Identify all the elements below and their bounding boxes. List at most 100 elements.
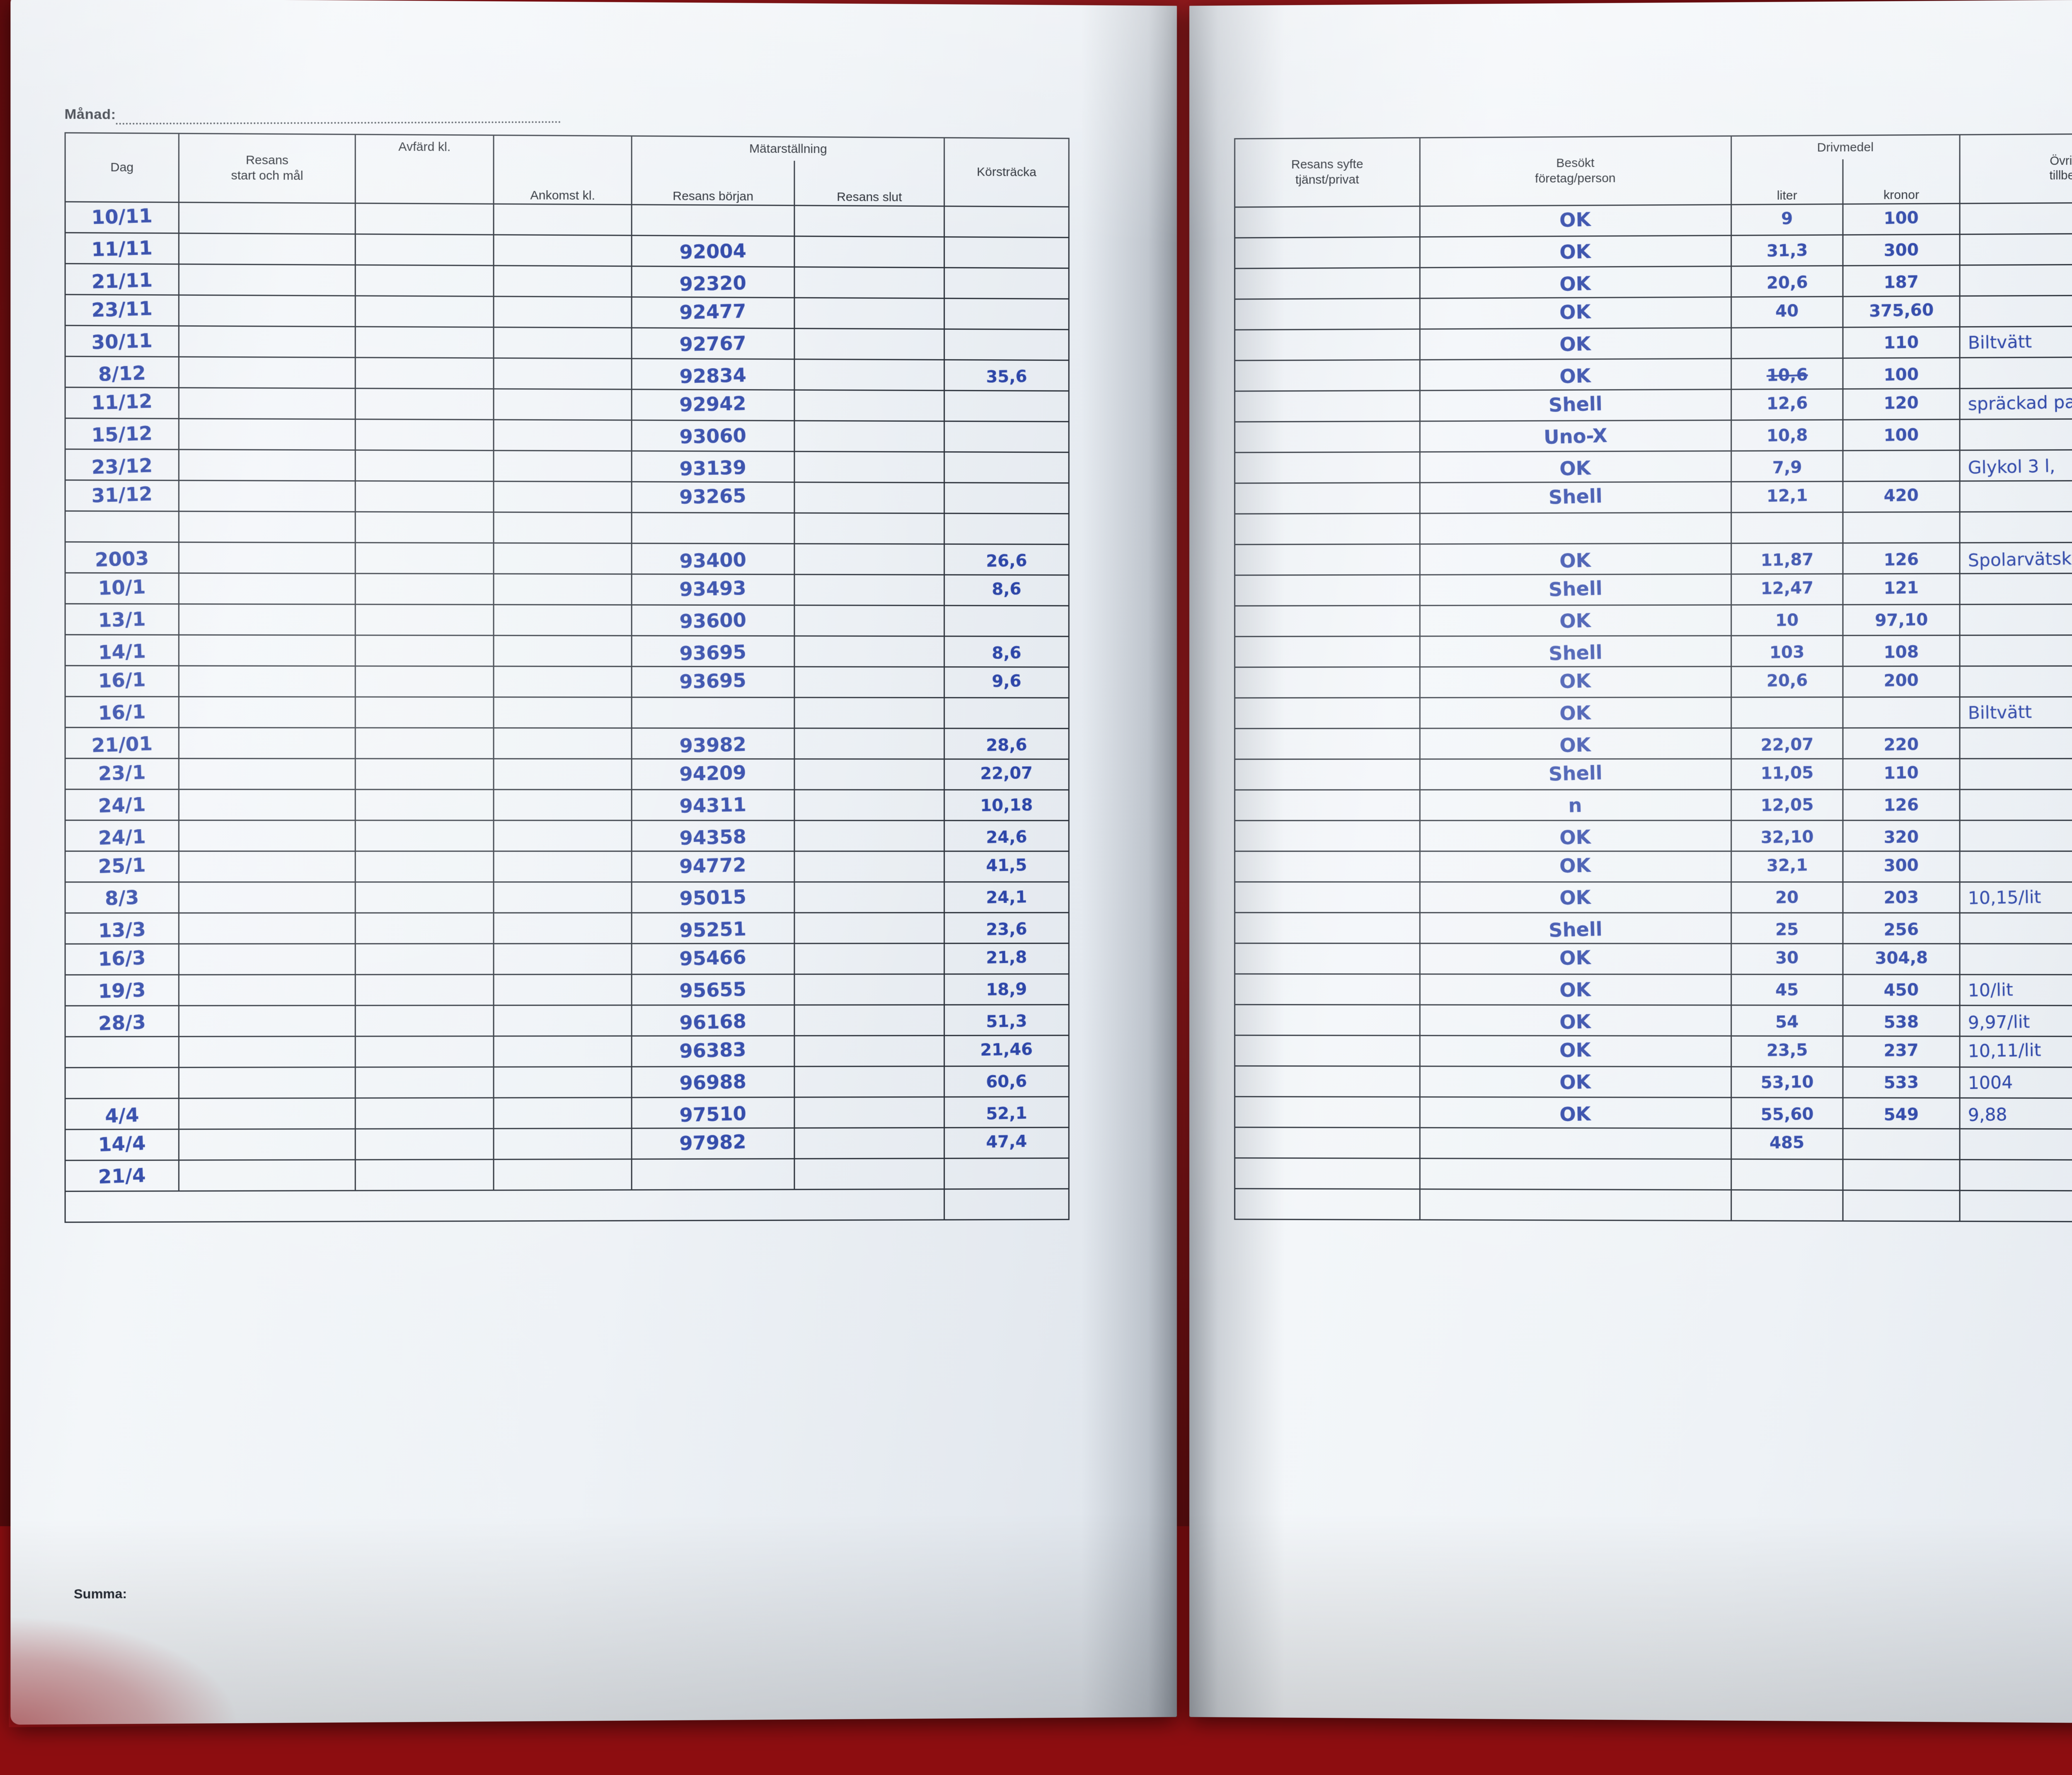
cell-liter-value: 9 [1781, 209, 1793, 228]
cell-liter-value: 12,05 [1760, 795, 1813, 815]
cell-resans-borjan: 92477 [632, 297, 794, 329]
cell-kronor: 300 [1843, 235, 1960, 266]
cell-dag: 23/12 [65, 449, 179, 480]
cell-dag: 31/12 [65, 480, 179, 511]
table-row: 24/1 94358 24,6 [65, 820, 1069, 851]
cell-besokt: OK [1420, 605, 1731, 636]
cell-dag: 10/1 [65, 573, 179, 604]
table-row: 16/3 95466 21,8 [65, 943, 1069, 975]
cell-korstracka-value: 26,6 [986, 551, 1027, 571]
cell-resans-syfte [1235, 1005, 1420, 1036]
cell-kronor: 533 [1843, 1067, 1960, 1098]
cell-resans-start-mal [179, 1036, 356, 1067]
cell-ankomst [494, 1098, 632, 1129]
cell-kronor-value: 375,60 [1869, 300, 1934, 321]
cell-liter: 20,6 [1731, 666, 1843, 697]
cell-besokt: Shell [1420, 913, 1731, 944]
table-row: 10/1 93493 8,6 [65, 573, 1069, 606]
cell-avfard [355, 851, 494, 882]
cell-ovriga-kostnader [1960, 418, 2072, 450]
cell-liter: 12,47 [1731, 574, 1843, 605]
cell-dag-value: 21/11 [91, 268, 153, 293]
cell-avfard [355, 605, 494, 636]
cell-resans-slut [794, 452, 944, 483]
cell-liter [1731, 697, 1843, 728]
cell-besokt: OK [1420, 667, 1731, 698]
cell-resans-syfte [1235, 882, 1420, 913]
cell-kronor-value: 126 [1884, 550, 1919, 570]
cell-kronor [1843, 450, 1960, 481]
cell-dag: 10/11 [65, 202, 179, 233]
cell-resans-borjan-value: 96383 [679, 1038, 747, 1062]
manad-label: Månad: [65, 106, 116, 123]
table-row: 19/3 95655 18,9 [65, 974, 1069, 1006]
cell-resans-slut [794, 667, 944, 698]
cell-dag: 16/3 [65, 944, 179, 975]
cell-besokt: OK [1420, 728, 1731, 759]
th-matarstallning: Mätarställning [632, 136, 944, 162]
cell-ovriga-kostnader-value: 9,97/lit [1968, 1011, 2030, 1033]
cell-dag: 13/1 [65, 604, 179, 635]
cell-kronor: 256 [1843, 913, 1960, 944]
cell-besokt: Shell [1420, 759, 1731, 790]
table-row: 4/4 97510 52,1 [65, 1097, 1069, 1129]
cell-kronor-value: 110 [1884, 763, 1919, 783]
cell-ovriga-kostnader: 10,15/lit [1960, 882, 2072, 913]
cell-resans-start-mal [179, 913, 356, 944]
cell-resans-borjan-value: 93982 [679, 733, 747, 757]
cell-besokt-value: OK [1559, 946, 1591, 969]
cell-korstracka-value: 28,6 [986, 735, 1027, 755]
cell-resans-start-mal [179, 1129, 356, 1160]
cell-dag-value: 25/1 [98, 853, 146, 877]
cell-resans-borjan [632, 513, 794, 544]
cell-ankomst [494, 574, 632, 605]
cell-ovriga-kostnader: 9,97/lit [1960, 1006, 2072, 1037]
cell-ovriga-kostnader [1960, 511, 2072, 543]
cell-ovriga-kostnader [1960, 604, 2072, 635]
cell-besokt: OK [1420, 943, 1731, 975]
manad-blank-line [116, 121, 561, 124]
cell-ankomst [494, 697, 632, 728]
cell-resans-slut [794, 943, 944, 974]
cell-resans-borjan [632, 1159, 794, 1190]
cell-korstracka-value: 21,46 [980, 1040, 1033, 1059]
cell-ovriga-kostnader [1960, 264, 2072, 296]
cell-besokt [1420, 513, 1731, 544]
cell-ankomst [494, 820, 632, 851]
table-row: OK 54 538 9,97/lit [1235, 1005, 2072, 1037]
cell-besokt: OK [1420, 974, 1731, 1005]
cell-resans-borjan-value: 93695 [679, 641, 747, 665]
table-row: 10/11 [65, 202, 1069, 237]
cell-resans-slut [794, 359, 944, 391]
table-row: 21/4 [65, 1158, 1069, 1191]
cell-besokt-value: OK [1559, 733, 1591, 757]
cell-resans-start-mal [179, 264, 356, 295]
cell-besokt-value: OK [1559, 300, 1591, 323]
cell-resans-slut [794, 605, 944, 636]
table-row: OK 55,60 549 9,88 [1235, 1097, 2072, 1129]
cell-resans-slut [794, 574, 944, 605]
cell-avfard [355, 512, 494, 543]
cell-resans-start-mal [179, 728, 356, 759]
cell-resans-borjan [632, 697, 794, 728]
cell-resans-syfte [1235, 1066, 1420, 1097]
cell-resans-slut [794, 728, 944, 759]
table-row: 23/11 92477 [65, 295, 1069, 330]
cell-resans-borjan-value: 93600 [679, 608, 747, 632]
cell-avfard [355, 1098, 494, 1129]
cell-kronor: 320 [1843, 820, 1960, 851]
cell-resans-start-mal [179, 882, 356, 913]
cell-resans-syfte [1235, 268, 1420, 299]
cell-resans-borjan: 96168 [632, 1005, 794, 1036]
cell-kronor-value: 100 [1884, 425, 1919, 445]
cell-ovriga-kostnader [1960, 635, 2072, 666]
cell-resans-slut [794, 974, 944, 1005]
cell-ankomst [494, 450, 632, 481]
table-row: OK 20,6 200 [1235, 666, 2072, 698]
cell-besokt-value: OK [1559, 825, 1591, 849]
cell-dag: 8/12 [65, 356, 179, 388]
cell-dag: 30/11 [65, 325, 179, 357]
cell-avfard [355, 635, 494, 666]
cell-ankomst [494, 1067, 632, 1098]
cell-resans-start-mal [179, 573, 356, 604]
